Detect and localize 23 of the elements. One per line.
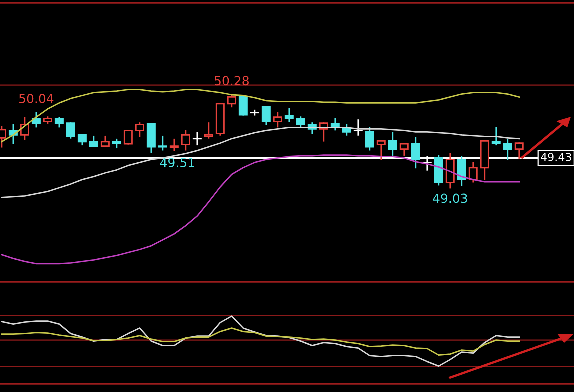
candlestick bbox=[434, 155, 444, 186]
candlestick bbox=[170, 138, 179, 152]
annotation: 49.03 bbox=[433, 194, 468, 204]
ref-line-label: 49.43 bbox=[541, 153, 572, 162]
candlestick bbox=[135, 122, 144, 138]
candlestick bbox=[250, 110, 260, 116]
candlestick bbox=[503, 138, 512, 160]
candlestick bbox=[457, 156, 466, 186]
annotation: 49.51 bbox=[160, 158, 194, 168]
candlestick bbox=[388, 132, 398, 156]
candlestick bbox=[273, 112, 282, 128]
candlestick bbox=[446, 153, 455, 189]
candlestick bbox=[158, 136, 168, 151]
candlestick bbox=[354, 120, 363, 136]
candlestick bbox=[468, 162, 478, 183]
candlestick bbox=[181, 130, 190, 151]
annotation: 50.04 bbox=[20, 94, 54, 104]
candlestick bbox=[492, 127, 501, 146]
candlestick bbox=[112, 138, 122, 149]
annotation: 50.28 bbox=[214, 76, 249, 86]
candlestick bbox=[204, 122, 214, 139]
candlestick bbox=[284, 108, 294, 122]
candlestick bbox=[192, 132, 202, 146]
